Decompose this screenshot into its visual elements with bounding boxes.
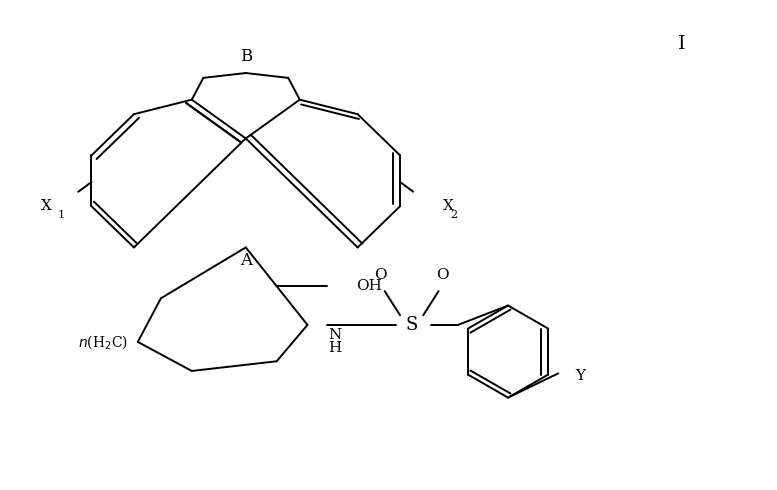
Text: I: I — [678, 35, 685, 53]
Text: A: A — [240, 252, 252, 269]
Text: $n$(H$_2$C): $n$(H$_2$C) — [78, 333, 128, 351]
Text: X: X — [40, 199, 51, 213]
Text: S: S — [406, 316, 418, 334]
Text: Y: Y — [575, 369, 585, 383]
Text: O: O — [375, 268, 387, 282]
Text: O: O — [436, 268, 449, 282]
Text: H: H — [328, 341, 341, 355]
Text: 2: 2 — [451, 210, 458, 220]
Text: N: N — [328, 328, 341, 342]
Text: B: B — [239, 48, 252, 65]
Text: OH: OH — [357, 279, 382, 293]
Text: X: X — [442, 199, 453, 213]
Text: 1: 1 — [57, 210, 65, 220]
